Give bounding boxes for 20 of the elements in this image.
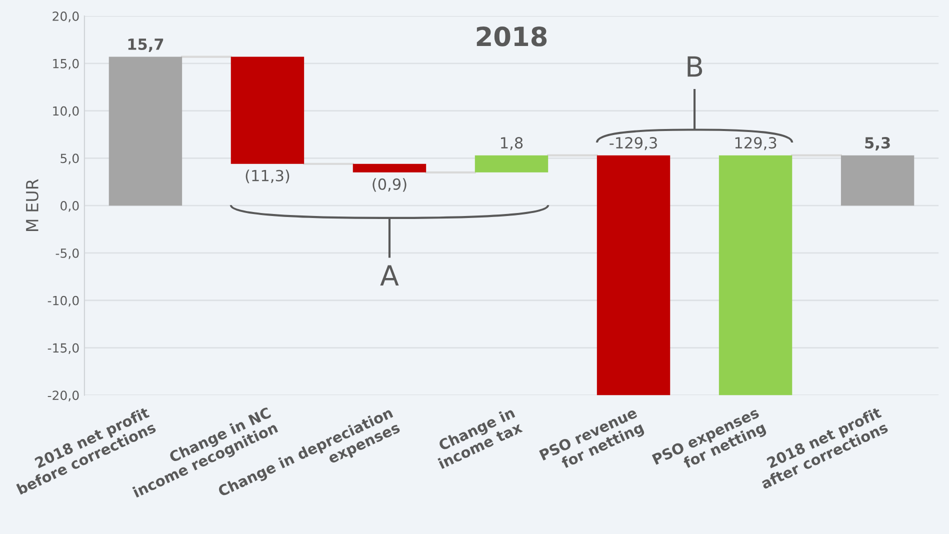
chart-title: 2018 [476, 26, 547, 46]
y-tick-label: -15,0 [48, 343, 79, 354]
data-label: (11,3) [246, 170, 290, 184]
y-tick-label: 0,0 [60, 201, 79, 212]
annotation: B [688, 56, 702, 77]
y-tick-label: 15,0 [53, 58, 79, 70]
y-tick-label: 10,0 [53, 106, 79, 118]
y-tick-label: 5,0 [60, 154, 79, 164]
data-label: 5,3 [865, 137, 890, 151]
y-tick-label: -5,0 [56, 248, 79, 260]
y-tick-label: 20,0 [52, 11, 79, 22]
y-axis-title: M EUR [26, 179, 38, 231]
data-label: 1,8 [501, 137, 523, 150]
annotation: A [380, 265, 399, 286]
data-label: -129,3 [610, 137, 657, 150]
y-tick-label: -10,0 [48, 296, 79, 307]
data-label: (0,9) [372, 178, 406, 192]
data-label: 129,3 [735, 137, 776, 150]
data-label: 15,7 [128, 38, 164, 52]
y-tick-label: -20,0 [48, 390, 79, 402]
